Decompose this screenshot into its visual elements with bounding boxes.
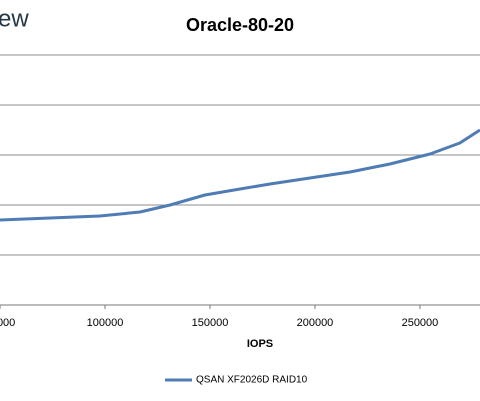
series-line <box>0 128 480 222</box>
x-tick-label: 100000 <box>87 317 124 329</box>
chart-title: Oracle-80-20 <box>186 15 294 35</box>
x-tick-label: 250000 <box>402 317 439 329</box>
x-tick-label: 200000 <box>297 317 334 329</box>
x-tick-label: 150000 <box>192 317 229 329</box>
x-tick-label: 50000 <box>0 317 15 329</box>
x-axis-label: IOPS <box>247 338 273 350</box>
watermark: ew <box>0 5 29 32</box>
legend-label: QSAN XF2026D RAID10 <box>196 375 308 386</box>
